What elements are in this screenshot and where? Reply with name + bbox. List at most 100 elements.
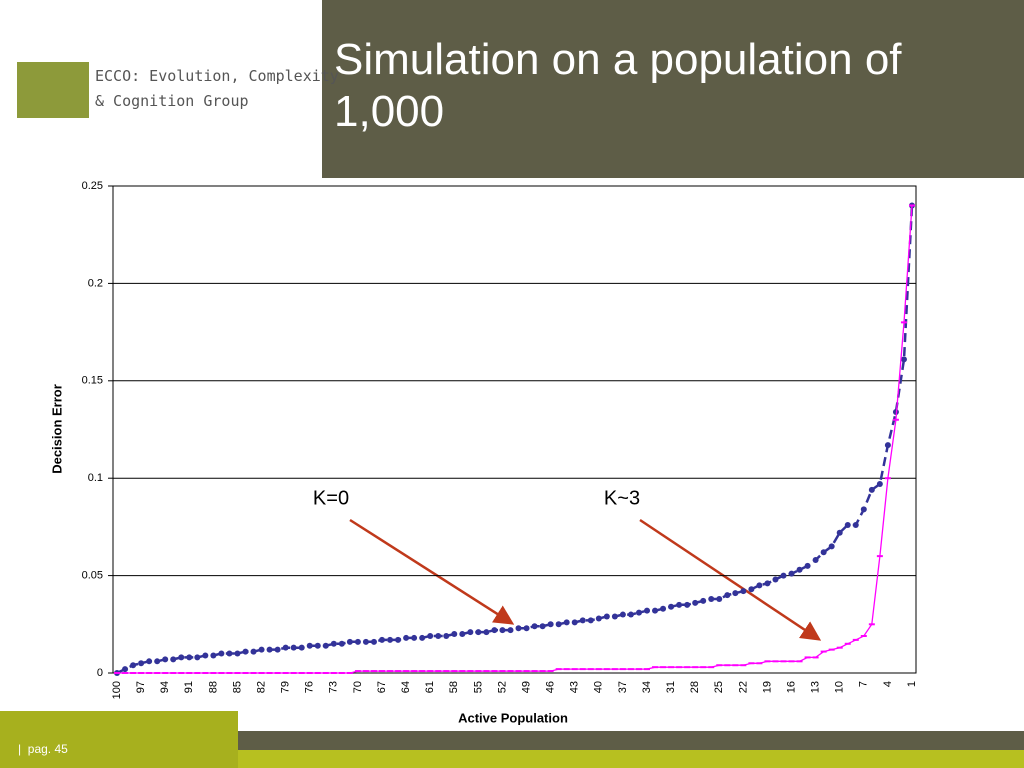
marker (708, 595, 715, 602)
x-tick-label: 25 (713, 681, 725, 693)
marker (668, 603, 675, 610)
marker (346, 638, 353, 645)
marker (635, 609, 642, 616)
logo-text: ECCO: Evolution, Complexity (95, 67, 339, 85)
annotation: K~3 (604, 487, 640, 509)
marker (684, 601, 691, 608)
x-axis-label: Active Population (458, 710, 568, 725)
series-line (117, 205, 913, 674)
marker (828, 543, 835, 550)
marker (306, 642, 313, 649)
marker (499, 627, 506, 634)
x-tick-label: 40 (593, 681, 605, 693)
marker (724, 592, 731, 599)
marker (595, 615, 602, 622)
x-tick-label: 28 (689, 681, 701, 693)
arrow (349, 518, 515, 625)
x-tick-label: 22 (737, 681, 749, 693)
x-tick-label: 34 (641, 681, 653, 693)
marker (740, 588, 747, 595)
marker (555, 621, 562, 628)
marker (186, 654, 193, 661)
marker (467, 629, 474, 636)
marker (483, 629, 490, 636)
marker (322, 642, 329, 649)
marker (571, 619, 578, 626)
marker (298, 644, 305, 651)
y-tick-label: 0.15 (82, 375, 103, 387)
footer-text: | pag. 45 (18, 742, 68, 756)
footer-band (238, 750, 1024, 768)
marker (507, 627, 514, 634)
x-tick-label: 37 (617, 681, 629, 693)
marker (812, 557, 819, 564)
marker (130, 662, 137, 669)
marker (820, 549, 827, 556)
marker (250, 648, 257, 655)
marker (523, 625, 530, 632)
marker (387, 636, 394, 643)
marker (459, 631, 466, 638)
x-tick-label: 79 (280, 681, 292, 693)
marker (218, 650, 225, 657)
marker (435, 632, 442, 639)
y-tick-label: 0.05 (82, 570, 103, 582)
marker (748, 586, 755, 593)
x-tick-label: 88 (207, 681, 219, 693)
marker (379, 636, 386, 643)
marker (756, 582, 763, 589)
marker (804, 562, 811, 569)
marker (210, 652, 217, 659)
x-tick-label: 58 (448, 681, 460, 693)
marker (660, 605, 667, 612)
marker (411, 634, 418, 641)
footer-block (0, 711, 238, 768)
logo-image (17, 62, 89, 118)
y-tick-label: 0.25 (82, 180, 103, 192)
x-tick-label: 94 (159, 681, 171, 693)
marker (836, 529, 843, 536)
x-tick-label: 7 (858, 681, 870, 687)
x-tick-label: 85 (231, 681, 243, 693)
logo-text: & Cognition Group (95, 92, 249, 110)
marker (884, 442, 891, 449)
x-tick-label: 49 (520, 681, 532, 693)
marker (419, 634, 426, 641)
marker (868, 486, 875, 493)
marker (395, 636, 402, 643)
marker (788, 570, 795, 577)
marker (266, 646, 273, 653)
marker (531, 623, 538, 630)
marker (643, 607, 650, 614)
marker (539, 623, 546, 630)
x-tick-label: 43 (569, 681, 581, 693)
marker (876, 481, 883, 488)
marker (403, 634, 410, 641)
x-tick-label: 82 (255, 681, 267, 693)
marker (716, 595, 723, 602)
marker (587, 617, 594, 624)
marker (563, 619, 570, 626)
x-tick-label: 70 (352, 681, 364, 693)
marker (194, 654, 201, 661)
marker (274, 646, 281, 653)
x-tick-label: 52 (496, 681, 508, 693)
x-tick-label: 67 (376, 681, 388, 693)
marker (515, 625, 522, 632)
header-band (322, 0, 1024, 178)
marker (732, 590, 739, 597)
marker (475, 629, 482, 636)
y-tick-label: 0 (97, 667, 103, 679)
marker (451, 631, 458, 638)
marker (844, 521, 851, 528)
marker (780, 572, 787, 579)
slide-title: Simulation on a population of 1,000 (334, 35, 902, 136)
x-tick-label: 64 (400, 681, 412, 693)
x-tick-label: 13 (810, 681, 822, 693)
x-tick-label: 10 (834, 681, 846, 693)
x-tick-label: 4 (882, 681, 894, 687)
x-tick-label: 31 (665, 681, 677, 693)
marker (330, 640, 337, 647)
